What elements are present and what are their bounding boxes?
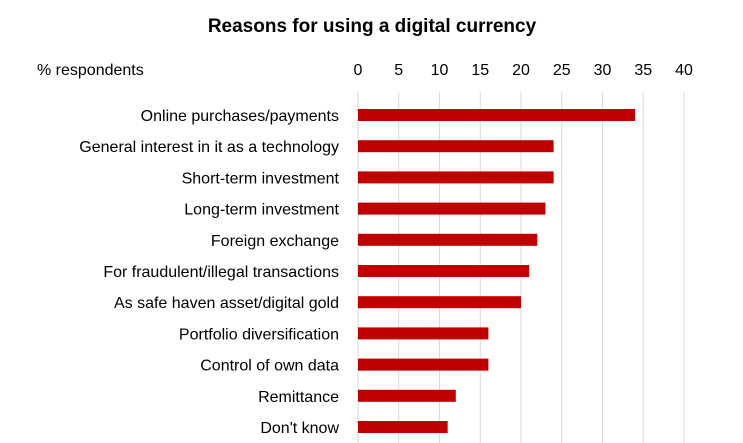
x-tick-label: 35 <box>634 62 652 79</box>
bars <box>358 109 636 433</box>
bar <box>358 389 456 402</box>
category-label: Portfolio diversification <box>179 326 339 343</box>
bar <box>358 140 554 153</box>
x-tick-label: 5 <box>394 62 403 79</box>
x-tick-label: 30 <box>594 62 612 79</box>
chart-title: Reasons for using a digital currency <box>208 16 537 37</box>
x-tick-label: 0 <box>354 62 363 79</box>
category-label: Long-term investment <box>184 202 339 219</box>
category-label: Control of own data <box>200 358 339 375</box>
category-label: Online purchases/payments <box>141 108 339 125</box>
bar <box>358 421 448 433</box>
x-axis-ticks: 0 5 10 15 20 25 30 35 40 <box>354 62 693 79</box>
category-label: For fraudulent/illegal transactions <box>103 264 339 281</box>
category-label: Remittance <box>258 389 339 406</box>
bar <box>358 109 636 121</box>
bar <box>358 265 530 277</box>
category-label: Short-term investment <box>182 170 340 187</box>
category-label: General interest in it as a technology <box>79 139 339 156</box>
unit-label: % respondents <box>37 62 144 79</box>
bar <box>358 296 521 309</box>
category-labels: Online purchases/payments General interes… <box>79 108 339 437</box>
category-label: As safe haven asset/digital gold <box>114 295 339 312</box>
bar <box>358 358 489 371</box>
bar <box>358 327 489 340</box>
x-tick-label: 25 <box>553 62 571 79</box>
x-tick-label: 40 <box>675 62 693 79</box>
x-tick-label: 20 <box>512 62 530 79</box>
bar <box>358 233 538 246</box>
x-tick-label: 15 <box>471 62 489 79</box>
category-label: Foreign exchange <box>211 233 339 250</box>
category-label: Don't know <box>260 420 339 437</box>
bar <box>358 202 546 215</box>
bar <box>358 171 554 184</box>
x-tick-label: 10 <box>431 62 449 79</box>
